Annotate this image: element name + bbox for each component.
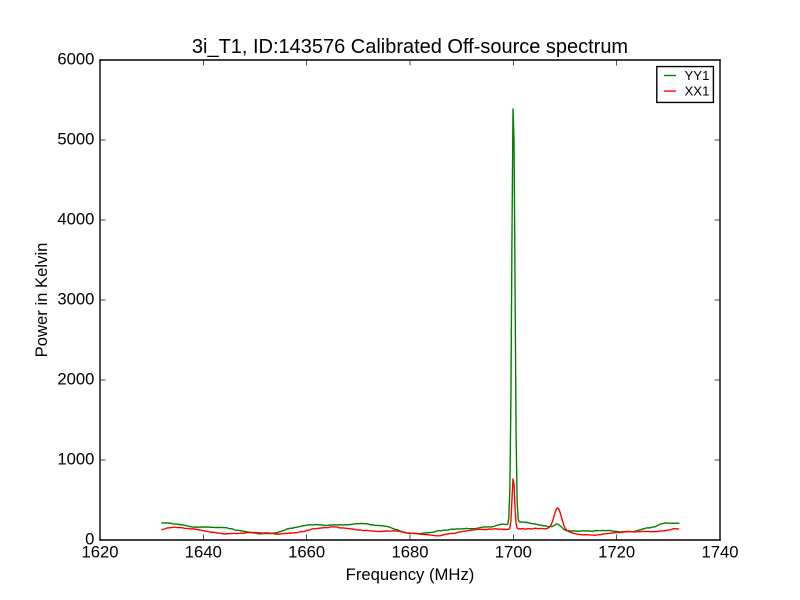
svg-text:0: 0 xyxy=(85,529,94,548)
svg-text:1720: 1720 xyxy=(598,543,635,562)
svg-text:YY1: YY1 xyxy=(685,68,710,83)
svg-text:XX1: XX1 xyxy=(685,84,710,99)
svg-text:1640: 1640 xyxy=(185,543,222,562)
svg-text:5000: 5000 xyxy=(57,129,94,148)
svg-text:1000: 1000 xyxy=(57,449,94,468)
svg-text:1740: 1740 xyxy=(701,543,738,562)
svg-text:6000: 6000 xyxy=(57,49,94,68)
svg-text:Power in Kelvin: Power in Kelvin xyxy=(32,243,51,358)
svg-text:2000: 2000 xyxy=(57,369,94,388)
svg-text:Frequency (MHz): Frequency (MHz) xyxy=(346,565,475,584)
svg-text:3i_T1, ID:143576 Calibrated Of: 3i_T1, ID:143576 Calibrated Off-source s… xyxy=(192,36,628,58)
svg-text:1700: 1700 xyxy=(495,543,532,562)
svg-text:1680: 1680 xyxy=(391,543,428,562)
svg-text:3000: 3000 xyxy=(57,289,94,308)
svg-text:1660: 1660 xyxy=(288,543,325,562)
svg-text:4000: 4000 xyxy=(57,209,94,228)
